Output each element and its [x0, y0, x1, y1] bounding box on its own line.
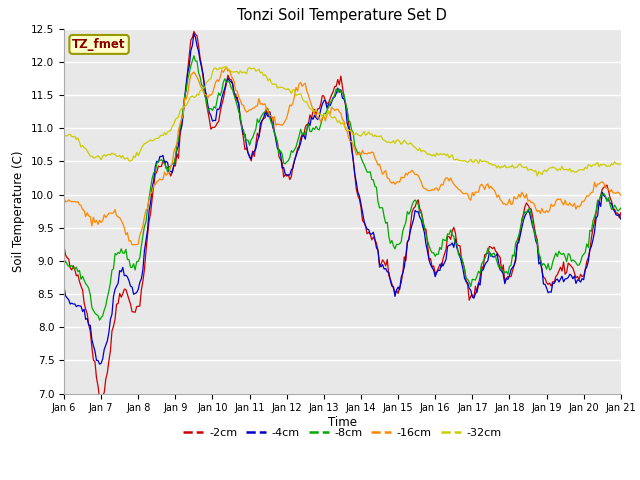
-4cm: [399, 270, 406, 276]
-32cm: [76, 139, 83, 145]
-2cm: [76, 279, 83, 285]
-8cm: [552, 250, 559, 256]
-2cm: [412, 204, 419, 210]
-8cm: [60, 261, 68, 267]
-16cm: [380, 169, 388, 175]
-2cm: [165, 169, 173, 175]
-32cm: [410, 144, 417, 149]
-2cm: [552, 274, 559, 279]
-32cm: [164, 129, 172, 135]
-16cm: [60, 195, 68, 201]
-4cm: [552, 277, 559, 283]
-8cm: [617, 205, 625, 211]
-4cm: [190, 31, 198, 36]
Text: TZ_fmet: TZ_fmet: [72, 38, 126, 51]
-2cm: [97, 399, 105, 405]
-16cm: [165, 170, 173, 176]
-4cm: [96, 361, 104, 367]
Legend: -2cm, -4cm, -8cm, -16cm, -32cm: -2cm, -4cm, -8cm, -16cm, -32cm: [179, 424, 506, 443]
Y-axis label: Soil Temperature (C): Soil Temperature (C): [12, 150, 26, 272]
-8cm: [399, 228, 406, 234]
-4cm: [412, 207, 419, 213]
Line: -16cm: -16cm: [64, 68, 621, 245]
-32cm: [397, 142, 405, 147]
-32cm: [534, 173, 541, 179]
-4cm: [60, 284, 68, 289]
-2cm: [60, 243, 68, 249]
-8cm: [76, 267, 83, 273]
-8cm: [412, 197, 419, 203]
-32cm: [60, 132, 68, 137]
-4cm: [165, 169, 173, 175]
-32cm: [552, 166, 559, 171]
Line: -32cm: -32cm: [64, 67, 621, 176]
-16cm: [76, 202, 83, 207]
Title: Tonzi Soil Temperature Set D: Tonzi Soil Temperature Set D: [237, 9, 447, 24]
-16cm: [552, 198, 559, 204]
-2cm: [380, 259, 388, 265]
-8cm: [96, 317, 104, 323]
-8cm: [380, 214, 388, 220]
Line: -8cm: -8cm: [64, 56, 621, 320]
X-axis label: Time: Time: [328, 416, 357, 429]
-8cm: [165, 164, 173, 169]
-32cm: [223, 64, 230, 70]
-16cm: [617, 192, 625, 198]
-2cm: [617, 210, 625, 216]
-32cm: [379, 136, 387, 142]
-4cm: [380, 266, 388, 272]
-4cm: [76, 303, 83, 309]
-8cm: [190, 53, 198, 59]
-4cm: [617, 216, 625, 222]
-2cm: [190, 29, 198, 35]
Line: -2cm: -2cm: [64, 32, 621, 402]
-16cm: [399, 175, 406, 181]
Line: -4cm: -4cm: [64, 34, 621, 364]
-16cm: [128, 242, 136, 248]
-16cm: [223, 65, 230, 71]
-2cm: [399, 270, 406, 276]
-16cm: [412, 172, 419, 178]
-32cm: [617, 161, 625, 167]
